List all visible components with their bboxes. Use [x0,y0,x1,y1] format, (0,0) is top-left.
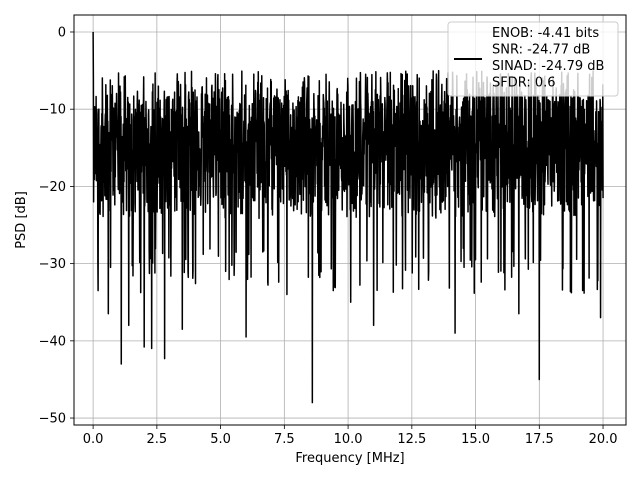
x-tick-label: 2.5 [147,432,168,447]
legend-label-sinad: SINAD: -24.79 dB [492,59,604,74]
x-axis-title: Frequency [MHz] [295,451,404,466]
legend-label-enob: ENOB: -4.41 bits [492,26,599,41]
legend-box [447,21,619,97]
x-tick-label: 20.0 [589,432,618,447]
legend-label-snr: SNR: -24.77 dB [492,43,590,58]
x-tick-label: 0.0 [83,432,104,447]
x-tick-label: 5.0 [210,432,231,447]
x-tick-label: 17.5 [525,432,554,447]
y-tick-label: −20 [39,180,66,195]
legend: ENOB: -4.41 bits SNR: -24.77 dB SINAD: -… [447,21,619,97]
y-axis-title: PSD [dB] [14,191,29,249]
x-tick-label: 15.0 [461,432,490,447]
x-tick-label: 7.5 [274,432,295,447]
psd-series-line [92,31,604,404]
legend-label-sfdr: SFDR: 0.6 [492,76,556,91]
x-axis-ticks: 0.0 2.5 5.0 7.5 10.0 12.5 15.0 17.5 20.0 [83,425,618,447]
y-axis-ticks: 0 −10 −20 −30 −40 −50 [39,25,74,427]
plot-lines [92,31,604,404]
y-tick-label: −40 [39,334,66,349]
y-tick-label: 0 [58,25,66,40]
y-tick-label: −30 [39,257,66,272]
y-tick-label: −50 [39,412,66,427]
x-tick-label: 12.5 [397,432,426,447]
x-tick-label: 10.0 [334,432,363,447]
y-tick-label: −10 [39,103,66,118]
plot-frame [73,14,627,426]
